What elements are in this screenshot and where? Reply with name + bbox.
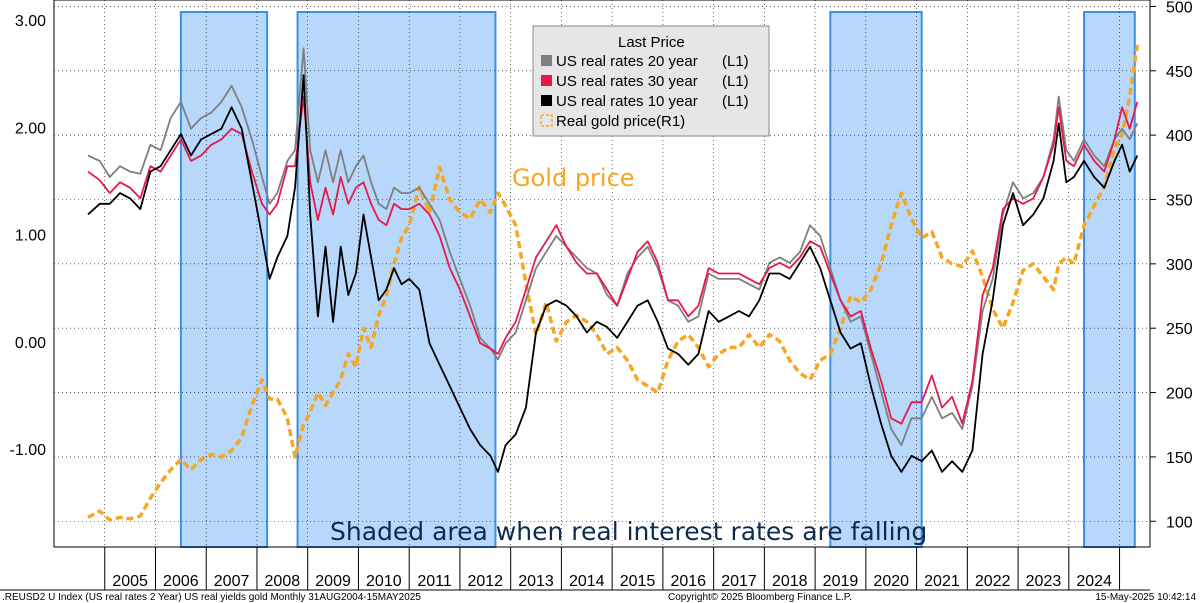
x-tick-label: 2024 (1076, 573, 1112, 590)
x-tick-label: 2007 (214, 573, 250, 590)
shaded-period-2 (296, 11, 497, 548)
footer-timestamp: 15-May-2025 10:42:14 (1095, 592, 1196, 603)
shaded-area-annotation: Shaded area when real interest rates are… (330, 517, 927, 546)
series-line-us-real-rates-30-year (87, 95, 1139, 425)
left-tick-label: 0.00 (15, 335, 46, 352)
left-tick-label: -1.00 (10, 442, 47, 459)
left-tick-label: 1.00 (15, 228, 46, 245)
right-tick-label: 250 (1166, 321, 1193, 338)
x-tick-label: 2015 (620, 573, 656, 590)
right-tick-label: 400 (1166, 128, 1193, 145)
legend-swatch-30y (541, 75, 552, 86)
gold-price-annotation: Gold price (512, 164, 635, 192)
x-tick-label: 2009 (315, 573, 351, 590)
right-tick-label: 500 (1166, 0, 1193, 16)
legend-title: Last Price (618, 34, 685, 51)
legend-swatch-20y (541, 55, 552, 66)
legend-swatch-10y (541, 95, 552, 106)
legend: Last Price US real rates 20 year (L1) US… (532, 25, 770, 137)
x-axis: 2005 2006 2007 2008 2009 2010 2011 2012 2013 2014… (104, 547, 1121, 590)
x-tick-label: 2016 (670, 573, 706, 590)
legend-label-20y: US real rates 20 year (556, 53, 698, 70)
legend-axis-30y: (L1) (722, 73, 749, 90)
x-tick-label: 2021 (924, 573, 960, 590)
shaded-periods (179, 11, 1136, 548)
x-tick-label: 2011 (417, 573, 452, 590)
x-tick-label: 2006 (163, 573, 199, 590)
right-axis: 500 450 400 350 300 250 200 150 100 (1150, 0, 1193, 531)
x-tick-label: 2012 (467, 573, 503, 590)
x-tick-label: 2005 (112, 573, 148, 590)
legend-box (532, 25, 770, 137)
right-tick-label: 100 (1166, 514, 1193, 531)
plot-frame (53, 0, 1151, 548)
left-tick-label: 3.00 (15, 13, 46, 30)
left-axis: 3.00 2.00 1.00 0.00 -1.00 (10, 13, 47, 459)
right-tick-label: 450 (1166, 64, 1193, 81)
x-tick-label: 2013 (518, 573, 554, 590)
footer-copyright: Copyright© 2025 Bloomberg Finance L.P. (668, 592, 852, 603)
x-tick-label: 2010 (366, 573, 402, 590)
shaded-period-1 (179, 11, 269, 548)
legend-swatch-gold (540, 114, 553, 127)
legend-label-gold: Real gold price (556, 113, 656, 130)
x-tick-label: 2023 (1026, 573, 1062, 590)
shaded-period-4 (1083, 11, 1136, 548)
x-tick-label: 2014 (569, 573, 605, 590)
x-tick-label: 2017 (721, 573, 757, 590)
series-lines (87, 44, 1140, 522)
footer-source: .REUSD2 U Index (US real rates 2 Year) U… (2, 592, 421, 603)
legend-axis-10y: (L1) (722, 93, 749, 110)
x-tick-label: 2022 (975, 573, 1011, 590)
x-tick-label: 2018 (772, 573, 808, 590)
series-line-us-real-rates-10-year (87, 74, 1139, 473)
left-tick-label: 2.00 (15, 120, 46, 137)
legend-label-30y: US real rates 30 year (556, 73, 698, 90)
right-tick-label: 300 (1166, 257, 1193, 274)
right-tick-label: 350 (1166, 192, 1193, 209)
right-tick-label: 200 (1166, 386, 1193, 403)
series-line-real-gold-price (87, 44, 1140, 522)
right-tick-label: 150 (1166, 450, 1193, 467)
legend-label-10y: US real rates 10 year (556, 93, 698, 110)
x-tick-label: 2020 (873, 573, 909, 590)
legend-axis-20y: (L1) (722, 53, 749, 70)
x-tick-label: 2019 (823, 573, 859, 590)
x-tick-label: 2008 (265, 573, 301, 590)
legend-axis-gold: (R1) (656, 113, 685, 130)
